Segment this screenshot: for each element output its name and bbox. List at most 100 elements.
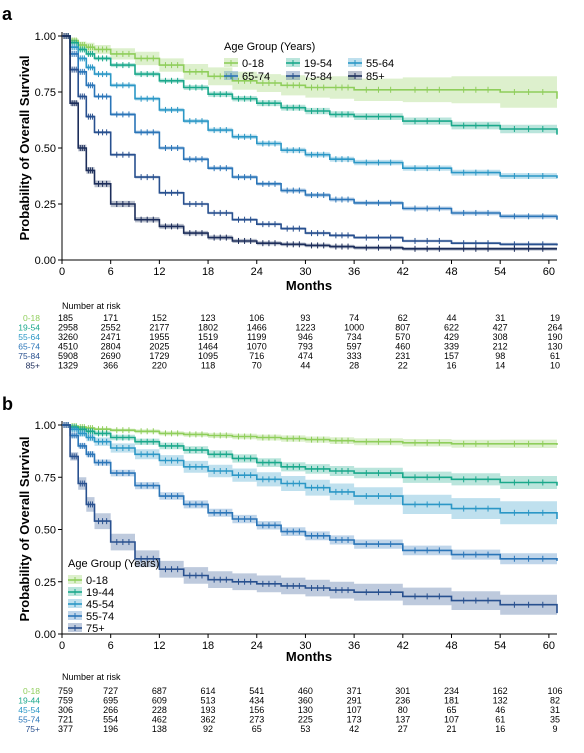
panel-a-risk-cell: 333	[347, 351, 362, 361]
panel-b-risk-cell: 434	[249, 696, 264, 706]
panel-b-risk-cell: 759	[58, 686, 73, 696]
panel-a-legend-label: 85+	[366, 71, 385, 83]
panel-a-risk-cell: 123	[201, 313, 216, 323]
panel-a-risk-cell: 793	[298, 342, 313, 352]
panel-b-risk-row-label: 19-44	[18, 696, 40, 706]
panel-b-plot-area: 0.00 0.25 0.50 0.75 1.00 0 6 12 18 24 30 36 42 48 54 60	[35, 420, 558, 652]
panel-a-risk-cell: 130	[547, 342, 562, 352]
panel-a-legend: Age Group (Years) 0-18 19-54 55-64 65-74 75-…	[224, 41, 394, 83]
panel-b-risk-cell: 460	[298, 686, 313, 696]
panel-a-risk-cell: 339	[444, 342, 459, 352]
panel-a-risk-cell: 10	[550, 361, 560, 371]
panel-a-x-tick-label: 42	[397, 266, 409, 278]
panel-a-risk-cell: 308	[493, 332, 508, 342]
panel-a-risk-cell: 2958	[58, 323, 78, 333]
panel-b-y-tick-label: 0.00	[35, 629, 56, 641]
panel-a-survival-line-75-84	[62, 35, 558, 246]
panel-a-risk-table: Number at risk 0-18 185 171 152 123 106 93 74 62…	[18, 301, 562, 371]
panel-a-x-tick-label: 0	[59, 266, 65, 278]
panel-b-survival-line-75+	[62, 424, 558, 614]
panel-b-risk-cell: 137	[395, 715, 410, 725]
panel-a-risk-cell: 3260	[58, 332, 78, 342]
panel-a-risk-cell: 1199	[247, 332, 266, 342]
panel-b-risk-cell: 513	[201, 696, 216, 706]
panel-a-risk-cell: 231	[395, 351, 410, 361]
panel-b-y-tick-label: 0.25	[35, 577, 56, 589]
panel-b-risk-cell: 225	[298, 715, 313, 725]
panel-b-risk-cell: 462	[152, 715, 167, 725]
panel-b-risk-cell: 554	[103, 715, 118, 725]
panel-b-x-tick-label: 18	[202, 640, 214, 652]
panel-a-risk-cell: 19	[550, 313, 560, 323]
panel-a-survival-line-85+	[62, 35, 557, 250]
panel-a-risk-cell: 2690	[101, 351, 121, 361]
panel-b-label: b	[2, 394, 13, 414]
panel-a-label: a	[2, 4, 13, 24]
panel-b-x-tick-label: 6	[108, 640, 114, 652]
panel-a-y-axis-title: Probability of Overall Survival	[17, 56, 32, 241]
panel-a-risk-cell: 14	[495, 361, 505, 371]
panel-a-censor-marks-85+	[63, 33, 544, 252]
panel-b-censor-marks-45-54	[63, 422, 544, 516]
panel-a-x-tick-label: 12	[153, 266, 165, 278]
panel-a-risk-cell: 2552	[101, 323, 121, 333]
panel-b-risk-row-label: 0-18	[23, 686, 40, 696]
panel-a-plot-area: 0.00 0.25 0.50 0.75 1.00 0 6 12 18 24 30 36 42 48 54 60	[35, 31, 558, 278]
panel-b-legend-item: 75+	[68, 623, 105, 635]
panel-a-risk-cell: 366	[103, 361, 118, 371]
panel-b: b Probability of Overall Survival Months…	[2, 394, 563, 734]
panel-a-risk-cell: 152	[152, 313, 167, 323]
panel-b-risk-cell: 193	[201, 705, 216, 715]
panel-a-legend-item: 19-54	[286, 58, 332, 70]
panel-a-risk-table-title: Number at risk	[62, 301, 121, 311]
panel-a-x-tick-label: 30	[299, 266, 311, 278]
panel-b-risk-cell: 360	[298, 696, 313, 706]
panel-b-risk-cell: 306	[58, 705, 73, 715]
panel-b-risk-cell: 234	[444, 686, 459, 696]
panel-a-risk-cell: 31	[495, 313, 505, 323]
panel-b-risk-cell: 16	[495, 724, 505, 734]
panel-b-legend-label: 55-74	[86, 611, 114, 623]
panel-b-risk-cell: 371	[347, 686, 362, 696]
panel-a-legend-item: 75-84	[286, 71, 332, 83]
panel-b-x-tick-label: 12	[153, 640, 165, 652]
panel-a-risk-cell: 171	[103, 313, 118, 323]
panel-a-risk-cell: 22	[398, 361, 408, 371]
panel-a-risk-cell: 1466	[247, 323, 267, 333]
panel-a-risk-cell: 98	[495, 351, 505, 361]
panel-a-legend-item: 65-74	[224, 71, 270, 83]
panel-b-risk-cell: 173	[347, 715, 362, 725]
panel-a-x-axis-title: Months	[286, 278, 332, 293]
panel-a-survival-line-19-54	[62, 35, 558, 135]
panel-a-risk-cell: 264	[547, 323, 562, 333]
panel-b-risk-cell: 228	[152, 705, 167, 715]
panel-a-y-tick-label: 0.00	[35, 255, 56, 267]
panel-a-ci-band-55-64	[62, 36, 557, 182]
panel-a-x-tick-label: 48	[445, 266, 457, 278]
panel-b-risk-cell: 266	[103, 705, 118, 715]
panel-a-risk-cell: 61	[550, 351, 560, 361]
panel-a-risk-cell: 622	[444, 323, 459, 333]
panel-b-risk-cell: 362	[201, 715, 216, 725]
panel-a-legend-label: 19-54	[304, 58, 332, 70]
panel-a-risk-row-label: 65-74	[18, 342, 40, 352]
panel-b-risk-table: Number at risk 0-18 759 727 687 614 541 460 371…	[18, 672, 562, 734]
panel-a-risk-cell: 118	[201, 361, 215, 371]
panel-b-risk-cell: 695	[103, 696, 118, 706]
panel-a-risk-cell: 62	[398, 313, 408, 323]
panel-b-y-tick-label: 0.75	[35, 472, 56, 484]
panel-b-y-axis-title: Probability of Overall Survival	[17, 437, 32, 622]
panel-a-risk-cell: 1329	[58, 361, 78, 371]
panel-b-legend-item: 55-74	[68, 611, 114, 623]
panel-a-risk-cell: 2804	[101, 342, 121, 352]
panel-b-risk-cell: 196	[103, 724, 118, 734]
panel-b-y-tick-label: 0.50	[35, 525, 56, 537]
panel-b-risk-cell: 132	[493, 696, 508, 706]
panel-b-y-tick-label: 1.00	[35, 420, 56, 432]
panel-b-survival-line-19-44	[62, 424, 558, 486]
panel-a-risk-cell: 2177	[149, 323, 169, 333]
panel-b-risk-cell: 82	[550, 696, 560, 706]
panel-b-legend-item: 0-18	[68, 575, 108, 587]
panel-a-risk-cell: 427	[493, 323, 508, 333]
panel-a-legend-item: 55-64	[348, 58, 394, 70]
